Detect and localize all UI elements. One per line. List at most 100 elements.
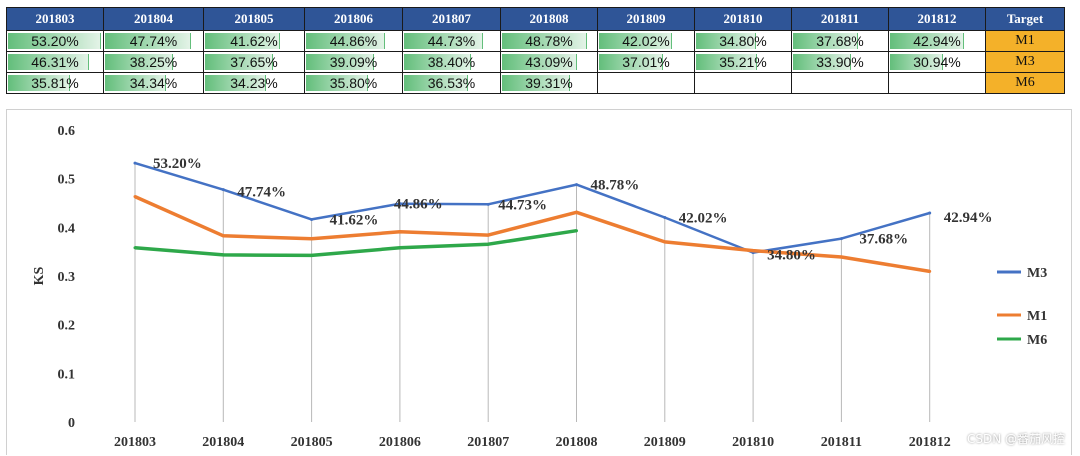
data-bar	[8, 33, 101, 49]
table-row: 53.20% 47.74% 41.62% 44.86% 44.73% 48.78% 42.0…	[6, 30, 1065, 52]
ks-value: 41.62%	[230, 33, 278, 49]
header-201804: 201804	[103, 7, 204, 31]
target-cell: M6	[985, 72, 1065, 94]
x-tick-label: 201803	[114, 435, 156, 450]
ks-value: 35.21%	[719, 54, 767, 70]
legend-label-m3: M3	[1027, 266, 1047, 281]
data-label: 42.02%	[679, 211, 728, 227]
data-bar	[105, 33, 191, 49]
data-point-m3	[398, 202, 402, 206]
data-point-m6	[486, 242, 490, 246]
data-bar	[599, 54, 663, 70]
header-201803: 201803	[6, 7, 104, 31]
data-bar	[696, 33, 756, 49]
ks-value: 30.94%	[913, 54, 961, 70]
x-tick-label: 201810	[732, 435, 774, 450]
data-bar	[205, 33, 281, 49]
ks-cell: 43.09%	[500, 51, 598, 73]
data-bar	[105, 75, 166, 91]
data-bar	[306, 33, 385, 49]
y-tick-label: 0.1	[58, 367, 76, 382]
ks-cell: 37.65%	[203, 51, 305, 73]
ks-cell	[694, 72, 792, 94]
x-tick-label: 201808	[556, 435, 598, 450]
data-label: 53.20%	[153, 156, 202, 172]
ks-value: 43.09%	[525, 54, 573, 70]
ks-cell: 38.25%	[103, 51, 204, 73]
ks-cell	[791, 72, 889, 94]
data-label: 42.94%	[944, 210, 993, 226]
data-bar	[502, 75, 570, 91]
data-bar	[105, 54, 174, 70]
ks-value: 37.68%	[816, 33, 864, 49]
data-point-m6	[575, 229, 578, 233]
data-point-m6	[133, 246, 137, 250]
data-bar	[8, 75, 70, 91]
y-tick-label: 0	[68, 416, 75, 431]
data-label: 44.86%	[394, 197, 443, 213]
data-point-m3	[839, 237, 843, 241]
ks-value: 42.02%	[622, 33, 670, 49]
ks-value: 38.25%	[129, 54, 178, 70]
data-point-m6	[398, 246, 402, 250]
x-tick-label: 201809	[644, 435, 686, 450]
data-bar	[599, 33, 672, 49]
x-tick-label: 201807	[467, 435, 509, 450]
data-point-m1	[839, 255, 843, 259]
table-header-row: 201803 201804 201805 201806 201807 201808 2018…	[6, 7, 1065, 31]
data-point-m3	[310, 217, 314, 221]
data-bar	[404, 33, 483, 49]
header-201807: 201807	[402, 7, 501, 31]
chart-area: 0 0.1 0.2 0.3 0.4 0.5 0.6 KS 201803 201804 201805 2…	[6, 109, 1072, 455]
data-point-m6	[221, 253, 225, 257]
data-point-m1	[133, 195, 137, 199]
x-tick-label: 201804	[202, 435, 244, 450]
table-row: 35.81% 34.34% 34.23% 35.80% 36.53% 39.31% M6	[6, 72, 1065, 94]
ks-cell: 34.23%	[203, 72, 305, 94]
ks-cell: 37.68%	[791, 30, 889, 52]
legend-label-m6: M6	[1027, 333, 1047, 348]
ks-cell: 36.53%	[402, 72, 501, 94]
data-label: 44.73%	[498, 197, 547, 213]
ks-cell: 48.78%	[500, 30, 598, 52]
ks-value: 47.74%	[129, 33, 178, 49]
ks-value: 53.20%	[31, 33, 79, 49]
header-201805: 201805	[203, 7, 305, 31]
ks-value: 33.90%	[816, 54, 864, 70]
ks-value: 37.65%	[230, 54, 278, 70]
header-201809: 201809	[597, 7, 695, 31]
data-label: 47.74%	[237, 185, 286, 201]
x-tick-label: 201811	[821, 435, 862, 450]
y-tick-label: 0.2	[58, 319, 76, 334]
ks-value: 42.94%	[913, 33, 961, 49]
data-point-m3	[928, 211, 932, 215]
ks-cell: 35.21%	[694, 51, 792, 73]
data-point-m1	[221, 234, 225, 238]
ks-value: 39.09%	[329, 54, 378, 70]
data-bar	[306, 75, 369, 91]
ks-value: 44.73%	[427, 33, 476, 49]
ks-value: 39.31%	[525, 75, 573, 91]
x-tick-label: 201806	[379, 435, 421, 450]
y-axis-label: KS	[32, 266, 47, 285]
legend-label-m1: M1	[1027, 309, 1047, 324]
data-label: 37.68%	[859, 232, 908, 248]
data-point-m3	[133, 161, 137, 165]
table-row: 46.31% 38.25% 37.65% 39.09% 38.40% 43.09% 37.0…	[6, 51, 1065, 73]
header-201812: 201812	[888, 7, 986, 31]
y-tick-label: 0.4	[58, 221, 76, 236]
ks-cell: 39.09%	[304, 51, 403, 73]
ks-cell: 41.62%	[203, 30, 305, 52]
ks-cell: 39.31%	[500, 72, 598, 94]
data-bar	[205, 75, 267, 91]
ks-cell: 38.40%	[402, 51, 501, 73]
data-bar	[793, 33, 858, 49]
series-line-m3	[134, 161, 931, 254]
ks-value: 35.81%	[31, 75, 79, 91]
data-bar	[306, 54, 375, 70]
ks-cell: 30.94%	[888, 51, 986, 73]
y-tick-label: 0.6	[58, 124, 76, 139]
series-line-m1	[134, 195, 930, 274]
x-tick-label: 201805	[291, 435, 333, 450]
header-201808: 201808	[500, 7, 598, 31]
